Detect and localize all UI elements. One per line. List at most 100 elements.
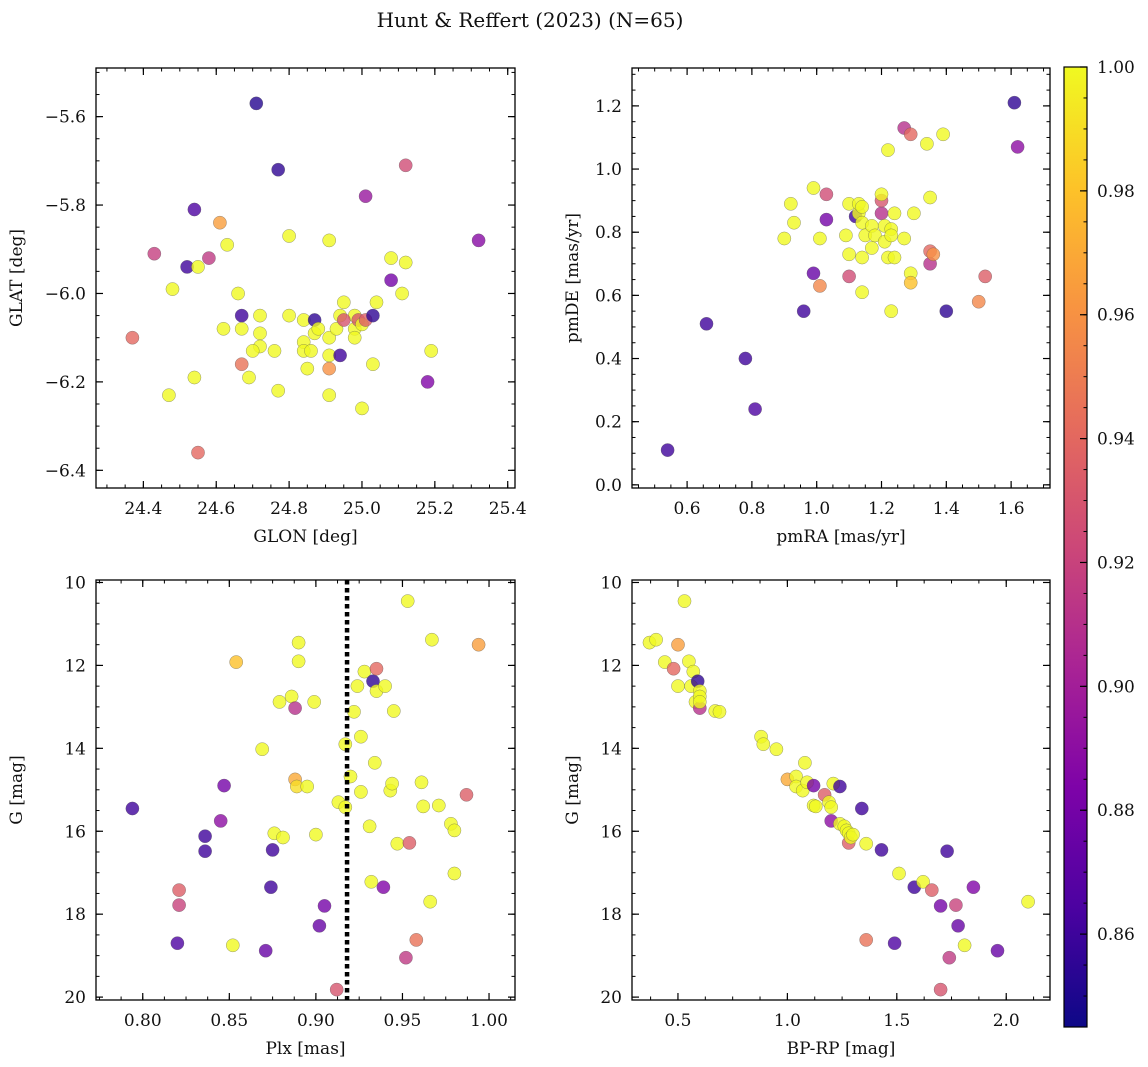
y-tick-label: −6.2 (45, 373, 86, 393)
y-tick-label: 16 (600, 822, 622, 842)
scatter-point (329, 982, 344, 997)
x-axis-label: Plx [mas] (265, 1039, 345, 1059)
colorbar-frame (1063, 66, 1088, 1028)
y-tick-label: 20 (600, 988, 622, 1008)
y-tick-label: 18 (64, 905, 86, 925)
x-tick-label: 0.95 (384, 1011, 422, 1031)
scatter-point (471, 233, 486, 248)
scatter-point (942, 950, 957, 965)
scatter-point (366, 308, 380, 323)
y-tick-label: 10 (600, 573, 622, 593)
scatter-point (282, 229, 296, 243)
scatter-point (276, 830, 290, 845)
y-tick-label: 1.0 (595, 160, 622, 180)
scatter-point (884, 228, 899, 243)
scatter-point (666, 661, 681, 676)
scatter-point (787, 215, 801, 230)
x-tick-label: 1.2 (868, 499, 895, 519)
colorbar-tick-label: 0.98 (1097, 182, 1135, 202)
scatter-point (245, 344, 260, 358)
scatter-point (386, 704, 401, 718)
scatter-point (940, 844, 954, 859)
scatter-point (748, 402, 762, 416)
scatter-point (354, 785, 368, 799)
scatter-point (187, 370, 202, 385)
scatter-point (933, 982, 948, 997)
scatter-point (854, 801, 869, 816)
scatter-point (416, 799, 431, 814)
scatter-point (842, 269, 856, 284)
scatter-point (459, 787, 474, 802)
scatter-point (859, 836, 874, 851)
scatter-point (819, 187, 834, 202)
x-tick-label: 1.0 (774, 1011, 801, 1031)
colorbar-tick-label: 0.88 (1097, 801, 1135, 821)
scatter-point (271, 383, 286, 398)
scatter-point (253, 326, 267, 341)
scatter-point (369, 295, 384, 310)
scatter-point (671, 679, 685, 693)
scatter-point (842, 247, 856, 262)
scatter-point (916, 874, 930, 889)
scatter-point (660, 443, 675, 457)
figure-title: Hunt & Reffert (2023) (N=65) (377, 8, 684, 32)
scatter-point (366, 357, 380, 372)
scatter-point (242, 370, 256, 385)
scatter-point (957, 938, 972, 953)
y-tick-label: 0.4 (595, 350, 622, 370)
colorbar-tick-label: 0.94 (1097, 430, 1135, 450)
axes-frame (631, 67, 1051, 489)
scatter-point (808, 799, 823, 814)
bottom-left-panel: 0.80 0.85 0.90 0.95 1.00 10 12 14 16 18 20 Plx [mas… (7, 573, 516, 1059)
scatter-point (367, 755, 382, 770)
scatter-points (642, 594, 1035, 997)
scatter-point (229, 655, 244, 669)
y-tick-label: 0.0 (595, 476, 622, 496)
scatter-point (806, 266, 821, 281)
scatter-point (304, 344, 318, 358)
scatter-point (924, 883, 939, 897)
scatter-point (255, 742, 270, 757)
colorbar: 0.86 0.88 0.90 0.92 0.94 0.96 0.98 1.00 (1063, 58, 1135, 1028)
y-tick-label: 14 (64, 739, 86, 759)
scatter-point (855, 250, 869, 265)
scatter-point (267, 344, 282, 358)
scatter-point (1010, 140, 1025, 154)
scatter-point (398, 255, 413, 270)
scatter-point (358, 189, 373, 204)
scatter-point (125, 330, 140, 345)
scatter-point (431, 798, 446, 813)
scatter-point (874, 187, 889, 202)
scatter-point (874, 843, 889, 857)
scatter-point (471, 637, 486, 652)
scatter-point (447, 823, 462, 838)
scatter-point (220, 237, 235, 252)
bottom-right-panel: 0.5 1.0 1.5 2.0 10 12 14 16 18 20 BP-RP [mag] G [ma… (563, 573, 1051, 1059)
scatter-point (162, 388, 176, 403)
scatter-point (172, 883, 186, 897)
x-axis-label: BP-RP [mag] (787, 1039, 896, 1059)
scatter-point (390, 836, 405, 851)
axes-frame (95, 67, 516, 489)
scatter-point (253, 308, 267, 323)
scatter-point (699, 316, 714, 331)
scatter-point (191, 445, 205, 460)
colorbar-tick-label: 1.00 (1097, 58, 1135, 78)
x-tick-label: 0.85 (210, 1011, 248, 1031)
scatter-point (291, 654, 306, 669)
x-tick-label: 0.80 (124, 1011, 162, 1031)
scatter-point (191, 260, 205, 274)
scatter-point (216, 321, 231, 336)
y-tick-label: 20 (64, 988, 86, 1008)
y-axis-label: GLAT [deg] (7, 229, 27, 327)
y-tick-label: −5.8 (45, 196, 86, 216)
x-tick-label: 25.0 (343, 499, 381, 519)
scatter-point (833, 779, 847, 794)
y-tick-label: 0.2 (595, 413, 622, 433)
scatter-point (855, 285, 869, 300)
scatter-point (839, 228, 853, 243)
scatter-point (395, 286, 409, 301)
scatter-point (265, 843, 280, 857)
scatter-point (903, 127, 918, 142)
